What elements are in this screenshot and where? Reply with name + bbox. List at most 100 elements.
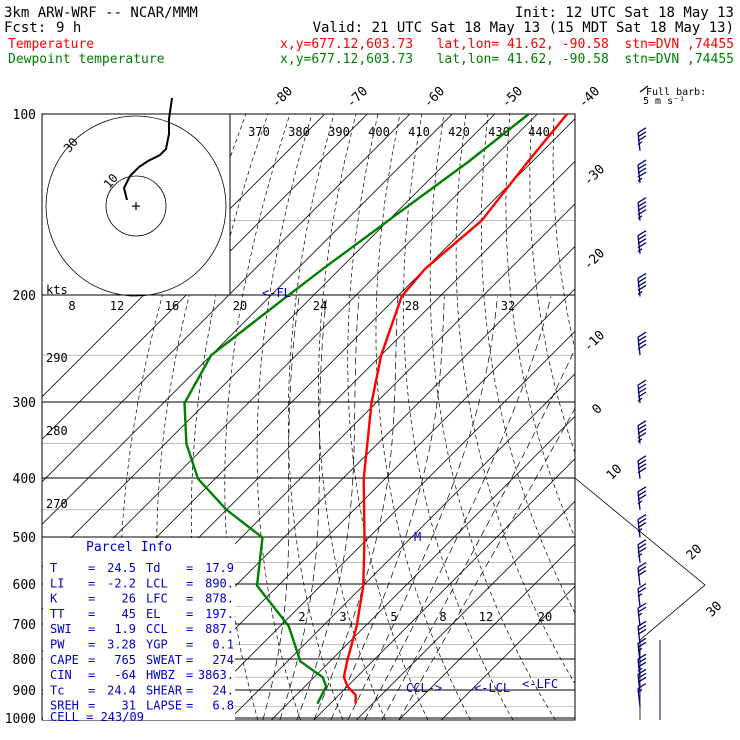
dry-adiabat-360 [455,114,575,685]
isotherm-20 [313,458,575,720]
grid-clip [42,114,740,720]
barb-feather [637,467,647,474]
barb-feather [637,379,647,386]
barb-half-feather [637,612,643,617]
barb-feather [637,163,647,170]
barb-feather [637,518,647,525]
barb-staff [637,674,641,693]
barb-feather [637,209,647,216]
wind-barb-750 [637,620,647,645]
theta-side-label-270: 270 [46,497,68,511]
mixing-ratio-upper-20: 20 [233,299,247,313]
parcel-val-pw: 3.28 [107,638,136,652]
dry-adiabat-290 [256,114,313,720]
parcel-row-li: LI = -2.2 LCL = 890. [50,576,234,590]
isotherm-label-10: 20 [684,542,706,564]
theta-label-380: 380 [288,125,310,139]
lcl-marker: <-LCL [474,681,510,695]
moist-adiabat-16 [296,296,360,720]
mixing-ratio-lower-8: 8 [439,610,446,624]
parcel-key-ccl: CCL [146,622,168,636]
moist-adiabat-36 [381,347,575,720]
wind-barb-350 [637,420,647,444]
isotherm--20 [143,288,575,720]
parcel-info-cell: CELL = 243/09 [50,710,144,724]
barb-feather [637,131,647,138]
wind-barb-550 [637,539,647,563]
parcel-key-sreh: SREH [50,699,79,713]
theta-label-420: 420 [448,125,470,139]
mixing-ratio-lower-12: 12 [479,610,493,624]
parcel-eq: = [88,653,95,667]
barb-half-feather [637,177,643,182]
barb-feather [637,272,647,279]
barb-staff [637,567,641,586]
parcel-row-tc: Tc = 24.4 SHEAR = 24. [50,683,234,697]
wind-barb-200 [637,272,647,297]
wind-barb-130 [637,159,647,184]
theta-label-400: 400 [368,125,390,139]
barb-feather [637,420,647,427]
dry-adiabat-320 [347,114,429,720]
pressure-label-900: 900 [13,684,36,699]
plot-frame [41,113,576,721]
dry-adiabat-340 [403,114,514,720]
wind-barb-850 [637,653,647,678]
dewpoint-curve [183,113,530,705]
moist-adiabat-12 [279,296,327,720]
hodograph-ring-outer [45,115,227,297]
barb-half-feather [637,667,643,672]
isotherm--70 [42,114,538,610]
isotherm-label-5: -30 [581,162,608,189]
barb-feather [637,432,647,439]
parcel-val-ccl: 887. [205,622,234,636]
temperature-curve [342,113,569,704]
legend-dewpoint-name: Dewpoint temperature [8,52,165,67]
pressure-label-500: 500 [13,531,36,546]
isotherm-label-8: 0 [589,401,605,417]
barb-feather [637,331,647,338]
barb-feather [637,230,647,237]
parcel-row-cin: CIN = -64 HWBZ = 3863. [50,668,234,682]
dry-adiabat-440 [642,114,740,720]
pressure-label-600: 600 [13,578,36,593]
hodograph-box [41,113,231,296]
barb-feather [637,159,647,166]
barb-staff [637,588,641,607]
hodograph-center-mark: + [131,197,140,215]
parcel-val-el: 197. [205,607,234,621]
parcel-row-swi: SWI = 1.9 CCL = 887. [50,622,234,636]
theta-label-440: 440 [528,125,550,139]
barb-feather [637,566,647,573]
barb-feather [637,606,647,613]
legend-temperature-name: Temperature [8,37,94,52]
mixing-ratio-lower-3: 3 [339,610,346,624]
barb-feather [637,387,647,394]
wind-barb-150 [637,197,647,221]
parcel-eq: = [88,699,95,713]
isotherm-label-1: -70 [344,84,371,111]
barb-half-feather [637,553,643,558]
dry-adiabat-330 [375,114,471,720]
wind-barb-650 [637,583,647,607]
parcel-eq: = [88,622,95,636]
dry-adiabat-460 [686,114,740,720]
parcel-eq: = [88,592,95,606]
sounding-curves: <-FL CCL-> <-LCL <-LFC M [183,113,569,705]
barb-staff [637,643,641,662]
isotherm--100 [42,114,411,483]
mixing-ratio-lower-2: 2 [298,610,305,624]
barb-staff [637,460,641,479]
barb-half-feather [637,141,643,146]
barb-feather [637,135,647,142]
valid-time: Valid: 21 UTC Sat 18 May 13 (15 MDT Sat … [313,20,734,36]
barb-half-feather [637,215,643,220]
wind-barbs [637,127,661,720]
isotherm-label-9: 10 [604,462,626,484]
parcel-eq: = [186,576,193,590]
pressure-label-100: 100 [13,108,36,123]
parcel-val-li: -2.2 [107,576,136,590]
barb-half-feather [637,647,643,652]
parcel-eq: = [186,638,193,652]
